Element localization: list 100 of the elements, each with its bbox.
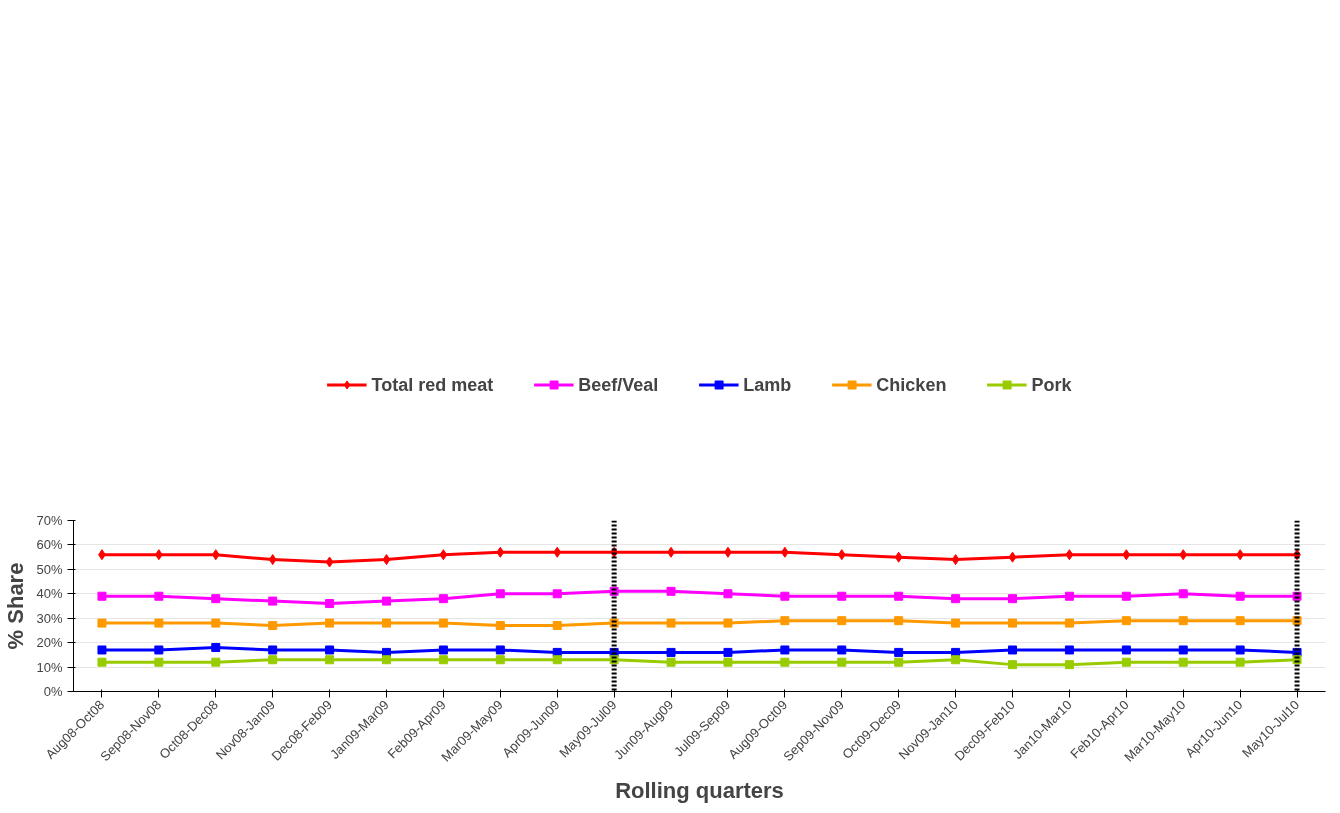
point [268,621,278,631]
point [1122,549,1131,561]
point [1008,594,1017,604]
point [1064,645,1074,655]
point [1008,645,1017,655]
point [1179,549,1188,561]
point [951,655,961,665]
y-tick-label: 30% [36,610,63,626]
point [894,551,903,563]
point [211,618,221,628]
point [553,546,562,558]
point [325,645,335,655]
point [1064,660,1074,670]
point [1121,657,1131,667]
point [382,554,391,566]
point [439,549,448,561]
point [951,594,961,604]
legend-label: Total red meat [371,374,494,396]
point [154,657,164,667]
point [438,594,448,604]
legend-label: Pork [1031,374,1072,396]
point [837,616,847,626]
y-tick-label: 0% [43,684,63,699]
point [552,621,562,631]
point [154,645,164,655]
point [1178,616,1188,626]
point [780,591,790,601]
point [495,655,505,665]
point [780,645,790,655]
y-tick-label: 60% [36,537,63,553]
y-tick-label: 20% [36,635,63,651]
point [325,618,335,628]
point [1008,660,1017,670]
point [666,657,676,667]
point [382,618,391,628]
point [495,589,505,599]
point [97,657,107,667]
point [1008,551,1017,563]
x-axis-title: Rolling quarters [615,777,784,803]
y-tick-label: 70% [36,513,63,528]
point [438,618,448,628]
point [780,657,790,667]
point [723,647,733,657]
point [552,589,562,599]
legend-label: Beef/Veal [578,374,659,396]
point [837,591,847,601]
point [211,657,221,667]
point [894,647,904,657]
point [552,655,562,665]
point [837,549,846,561]
point [666,618,676,628]
point [1121,616,1131,626]
point [723,589,733,599]
point [438,655,448,665]
point [211,549,220,561]
point [1064,618,1074,628]
point [1235,657,1245,667]
point [154,591,164,601]
point [894,616,904,626]
point [211,594,221,604]
point [325,655,335,665]
point [495,621,505,631]
point [951,618,961,628]
point [268,554,277,566]
point [1178,657,1188,667]
point [438,645,448,655]
point [325,556,334,568]
point [1064,591,1074,601]
point [894,657,904,667]
point [97,591,107,601]
point [1121,591,1131,601]
point [382,655,391,665]
point [154,618,164,628]
point [1178,645,1188,655]
point [837,657,847,667]
legend-label: Chicken [876,374,947,396]
y-axis-title: % Share [3,562,29,650]
point [268,645,278,655]
point [951,554,960,566]
point [495,645,505,655]
point [1178,589,1188,599]
y-tick-label: 10% [36,659,63,675]
point [211,643,221,653]
point [666,586,676,596]
y-tick-label: 50% [36,561,63,577]
point [723,657,733,667]
point [1121,645,1131,655]
point [666,647,676,657]
y-tick-label: 40% [36,586,63,602]
point [382,596,391,606]
point [837,645,847,655]
point [1065,549,1074,561]
point [1235,591,1245,601]
point [894,591,904,601]
point [325,599,335,609]
point [97,645,107,655]
point [268,655,278,665]
point [496,546,505,558]
point [1235,616,1245,626]
point [723,618,733,628]
